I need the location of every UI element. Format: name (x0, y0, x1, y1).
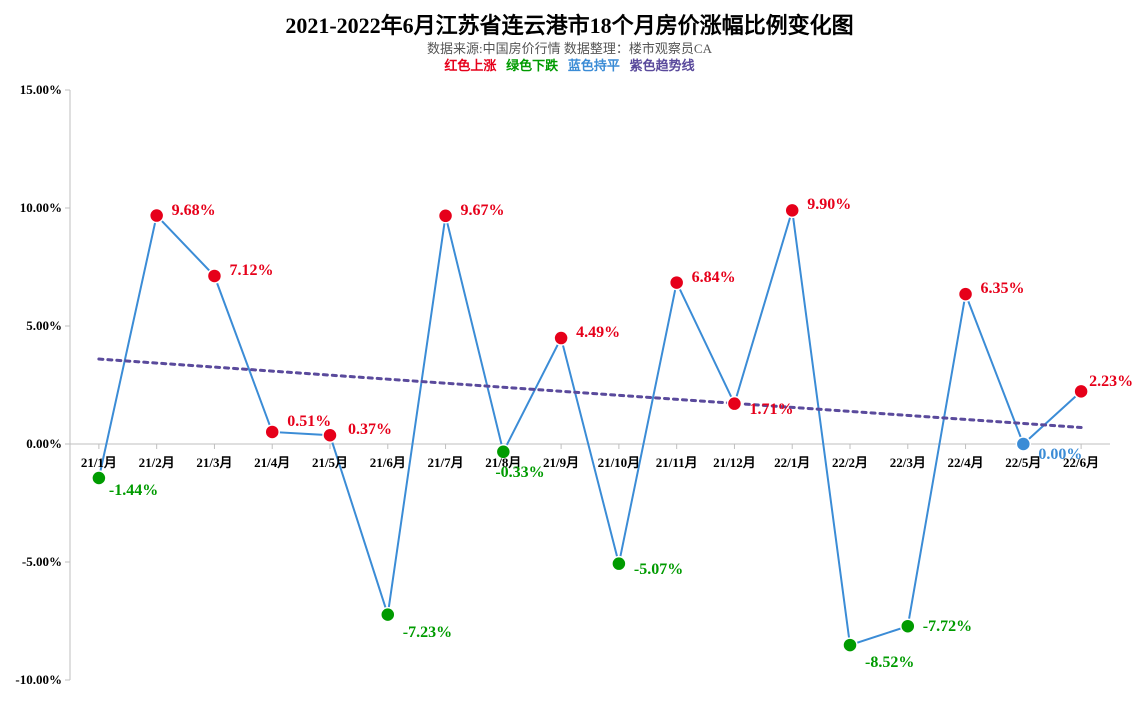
x-tick-label: 22/5月 (1005, 452, 1041, 471)
x-tick-label: 21/10月 (598, 452, 641, 471)
point-label: 6.84% (692, 269, 736, 287)
y-tick-label: 15.00% (2, 82, 62, 98)
x-tick-label: 22/4月 (947, 452, 983, 471)
point-label: 2.23% (1089, 373, 1133, 391)
point-label: 4.49% (576, 324, 620, 342)
point-label: 0.00% (1038, 446, 1082, 464)
point-label: -7.72% (923, 618, 972, 636)
x-tick-label: 21/12月 (713, 452, 756, 471)
x-tick-label: 22/3月 (890, 452, 926, 471)
x-tick-label: 22/2月 (832, 452, 868, 471)
y-tick-label: 5.00% (2, 318, 62, 334)
y-tick-label: -5.00% (2, 554, 62, 570)
point-label: 1.71% (749, 401, 793, 419)
point-label: -0.33% (495, 464, 544, 482)
x-tick-label: 21/6月 (370, 452, 406, 471)
x-tick-label: 21/7月 (427, 452, 463, 471)
x-tick-label: 21/1月 (81, 452, 117, 471)
x-tick-label: 22/1月 (774, 452, 810, 471)
chart-svg (0, 0, 1139, 710)
chart-container: 2021-2022年6月江苏省连云港市18个月房价涨幅比例变化图 数据来源:中国… (0, 0, 1139, 710)
point-label: 9.68% (172, 202, 216, 220)
x-tick-label: 21/3月 (196, 452, 232, 471)
x-tick-label: 21/5月 (312, 452, 348, 471)
x-tick-label: 21/2月 (139, 452, 175, 471)
point-label: 7.12% (229, 262, 273, 280)
x-tick-label: 21/11月 (656, 452, 698, 471)
y-tick-label: -10.00% (2, 672, 62, 688)
point-label: -1.44% (109, 482, 158, 500)
x-tick-label: 21/9月 (543, 452, 579, 471)
x-tick-label: 21/4月 (254, 452, 290, 471)
point-label: 6.35% (981, 280, 1025, 298)
point-label: 0.51% (287, 413, 331, 431)
point-label: -7.23% (403, 624, 452, 642)
point-label: -8.52% (865, 654, 914, 672)
point-label: -5.07% (634, 561, 683, 579)
y-tick-label: 0.00% (2, 436, 62, 452)
point-label: 9.90% (807, 196, 851, 214)
point-label: 9.67% (461, 202, 505, 220)
point-label: 0.37% (348, 421, 392, 439)
y-tick-label: 10.00% (2, 200, 62, 216)
